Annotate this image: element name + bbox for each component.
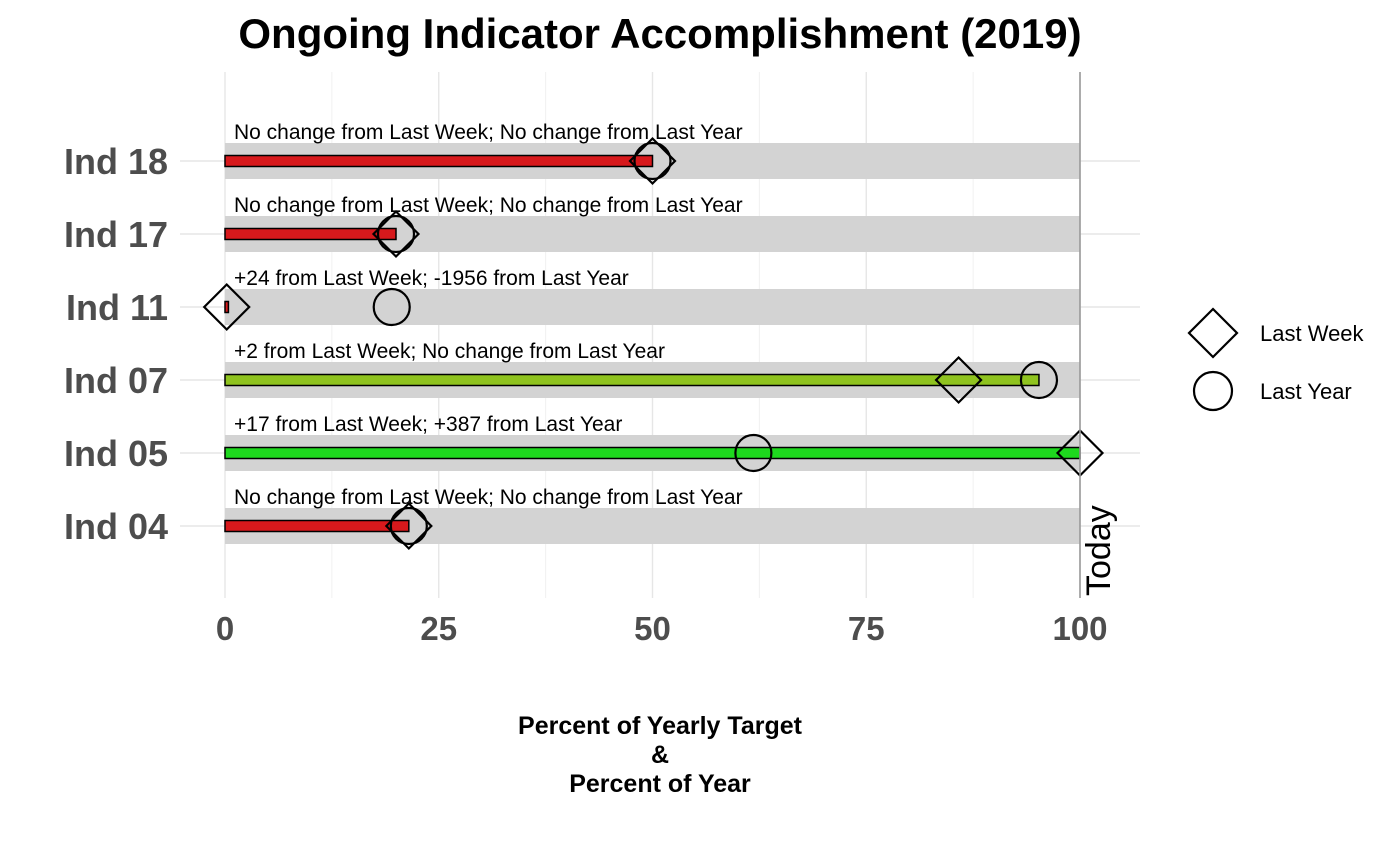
y-tick-label: Ind 07	[64, 360, 168, 401]
x-tick-label: 50	[634, 610, 671, 647]
x-tick-label: 0	[216, 610, 234, 647]
legend: Last Week Last Year	[1187, 307, 1365, 412]
bar-annotation: +17 from Last Week; +387 from Last Year	[234, 413, 622, 436]
x-tick-label: 100	[1052, 610, 1107, 647]
x-tick-label: 75	[848, 610, 885, 647]
background-bar	[225, 289, 1080, 325]
last-year-marker	[389, 506, 428, 546]
value-bars	[224, 154, 1081, 533]
last-week-marker	[934, 355, 983, 405]
legend-diamond-icon	[1187, 307, 1239, 359]
y-tick-label: Ind 17	[64, 214, 168, 255]
y-tick-label: Ind 18	[64, 141, 168, 182]
value-bar	[224, 154, 654, 168]
today-marker: Today	[1079, 72, 1118, 598]
x-axis-labels: 0 25 50 75 100	[216, 610, 1108, 647]
y-axis-labels: Ind 18 Ind 17 Ind 11 Ind 07 Ind 05 Ind 04	[64, 141, 168, 547]
bar-annotation: +24 from Last Week; -1956 from Last Year	[234, 267, 629, 290]
value-bar	[224, 373, 1040, 387]
y-tick-label: Ind 05	[64, 433, 168, 474]
today-label: Today	[1080, 505, 1118, 596]
last-week-marker	[202, 282, 251, 332]
x-axis-title: Percent of Yearly Target&Percent of Year	[518, 712, 803, 798]
bar-annotation: No change from Last Week; No change from…	[234, 486, 743, 509]
x-axis-title-line: Percent of Year	[569, 770, 751, 798]
value-bar	[224, 227, 397, 241]
bar-annotation: No change from Last Week; No change from…	[234, 194, 743, 217]
last-year-marker	[734, 433, 773, 473]
x-tick-label: 25	[420, 610, 457, 647]
chart-title: Ongoing Indicator Accomplishment (2019)	[238, 10, 1081, 57]
bar-annotation: +2 from Last Week; No change from Last Y…	[234, 340, 665, 363]
last-week-marker	[628, 136, 677, 186]
legend-label: Last Week	[1260, 321, 1365, 346]
y-tick-label: Ind 11	[66, 287, 168, 328]
last-year-marker	[376, 214, 416, 254]
value-bar	[224, 446, 1081, 460]
x-axis-title-line: Percent of Yearly Target	[518, 712, 803, 740]
markers	[202, 136, 1105, 551]
last-year-marker	[372, 287, 411, 327]
last-week-marker	[371, 209, 421, 259]
value-bar	[224, 519, 410, 533]
y-tick-label: Ind 04	[64, 506, 168, 547]
annotations: No change from Last Week; No change from…	[234, 121, 743, 509]
legend-label: Last Year	[1260, 379, 1352, 404]
last-week-marker	[384, 501, 433, 551]
last-year-marker	[1019, 360, 1059, 400]
legend-circle-icon	[1192, 370, 1234, 412]
bar-annotation: No change from Last Week; No change from…	[234, 121, 743, 144]
last-year-marker	[633, 141, 672, 181]
x-axis-title-line: &	[651, 741, 669, 769]
value-bar	[224, 300, 230, 314]
